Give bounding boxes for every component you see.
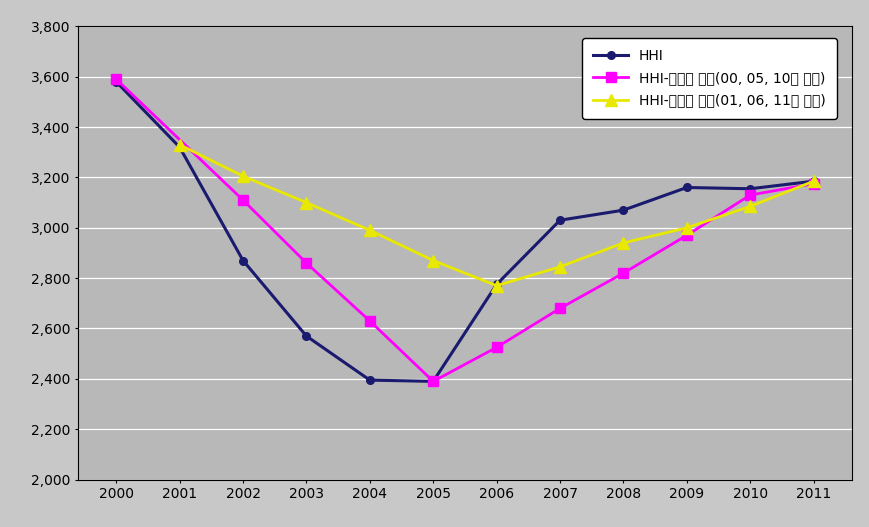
- HHI-보간법 적용(01, 06, 11년 조사): [428, 257, 439, 264]
- HHI: [681, 184, 692, 191]
- Legend: HHI, HHI-보간법 적용(00, 05, 10년 조사), HHI-보간법 적용(01, 06, 11년 조사): HHI, HHI-보간법 적용(00, 05, 10년 조사), HHI-보간법…: [582, 38, 837, 119]
- HHI-보간법 적용(00, 05, 10년 조사): [554, 305, 565, 311]
- HHI: [745, 186, 755, 192]
- HHI-보간법 적용(01, 06, 11년 조사): [238, 173, 249, 179]
- HHI-보간법 적용(01, 06, 11년 조사): [175, 142, 185, 148]
- HHI: [491, 281, 501, 288]
- HHI-보간법 적용(00, 05, 10년 조사): [745, 192, 755, 198]
- HHI-보간법 적용(01, 06, 11년 조사): [808, 178, 819, 184]
- Line: HHI: HHI: [112, 78, 818, 385]
- HHI: [428, 378, 439, 385]
- HHI: [238, 257, 249, 264]
- HHI-보간법 적용(01, 06, 11년 조사): [491, 282, 501, 289]
- Line: HHI-보간법 적용(01, 06, 11년 조사): HHI-보간법 적용(01, 06, 11년 조사): [174, 139, 819, 291]
- HHI-보간법 적용(00, 05, 10년 조사): [618, 270, 628, 276]
- HHI-보간법 적용(01, 06, 11년 조사): [554, 264, 565, 270]
- HHI-보간법 적용(01, 06, 11년 조사): [302, 199, 312, 206]
- HHI: [618, 207, 628, 213]
- HHI-보간법 적용(01, 06, 11년 조사): [618, 240, 628, 246]
- HHI: [554, 217, 565, 223]
- Line: HHI-보간법 적용(00, 05, 10년 조사): HHI-보간법 적용(00, 05, 10년 조사): [111, 74, 819, 386]
- HHI-보간법 적용(01, 06, 11년 조사): [745, 203, 755, 210]
- HHI-보간법 적용(00, 05, 10년 조사): [111, 76, 122, 82]
- HHI-보간법 적용(00, 05, 10년 조사): [365, 318, 375, 324]
- HHI-보간법 적용(00, 05, 10년 조사): [428, 378, 439, 385]
- HHI-보간법 적용(00, 05, 10년 조사): [238, 197, 249, 203]
- HHI: [302, 333, 312, 339]
- HHI-보간법 적용(00, 05, 10년 조사): [681, 232, 692, 239]
- HHI: [111, 79, 122, 85]
- HHI: [175, 144, 185, 150]
- HHI: [808, 178, 819, 184]
- HHI-보간법 적용(00, 05, 10년 조사): [302, 260, 312, 266]
- HHI: [365, 377, 375, 383]
- HHI-보간법 적용(01, 06, 11년 조사): [365, 227, 375, 233]
- HHI-보간법 적용(00, 05, 10년 조사): [808, 181, 819, 187]
- HHI-보간법 적용(00, 05, 10년 조사): [491, 344, 501, 350]
- HHI-보간법 적용(01, 06, 11년 조사): [681, 225, 692, 231]
